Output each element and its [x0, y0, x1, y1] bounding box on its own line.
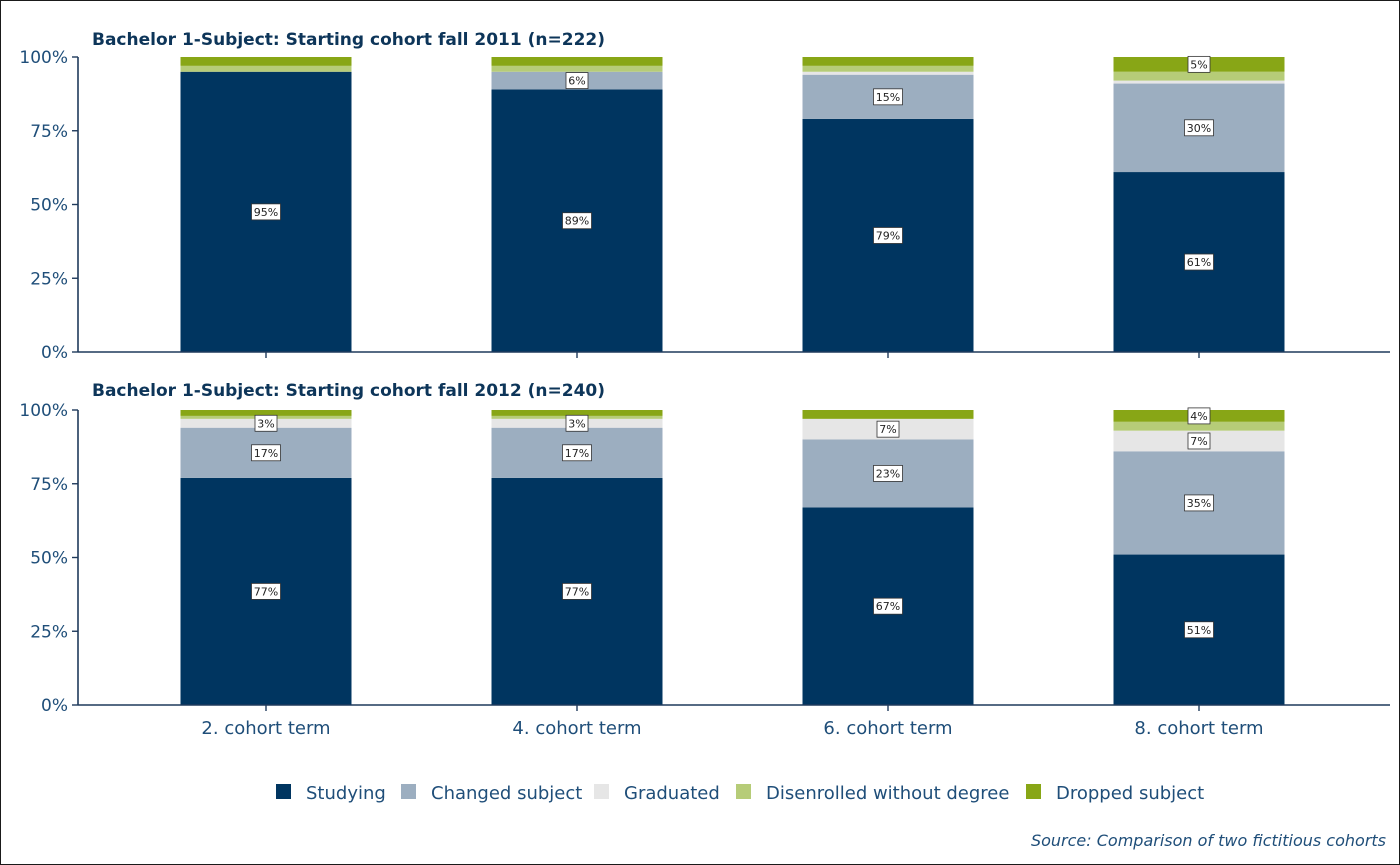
bar-segment-disenrolled-without-degree: [180, 65, 352, 72]
y-tick-label: 25%: [30, 269, 68, 289]
legend-item-dropped-subject: Dropped subject: [1026, 783, 1204, 804]
svg-text:7%: 7%: [879, 423, 896, 436]
bar-segment-dropped-subject: [491, 57, 663, 66]
data-label-studying: 89%: [562, 212, 592, 230]
bar-segment-disenrolled-without-degree: [491, 65, 663, 72]
svg-text:23%: 23%: [876, 467, 900, 480]
y-tick-label: 100%: [19, 48, 68, 68]
svg-text:3%: 3%: [568, 417, 585, 430]
legend-swatch: [276, 784, 291, 799]
data-label-changed-subject: 6%: [565, 72, 589, 89]
bar-segment-dropped-subject: [180, 57, 352, 66]
data-label-changed-subject: 30%: [1184, 119, 1214, 137]
y-tick-label: 50%: [30, 549, 68, 569]
bar-segment-disenrolled-without-degree: [802, 65, 974, 72]
data-label-dropped-subject: 4%: [1187, 407, 1211, 425]
bar-segment-disenrolled-without-degree: [1113, 421, 1285, 431]
bar-segment-dropped-subject: [491, 410, 663, 416]
panel-title: Bachelor 1-Subject: Starting cohort fall…: [92, 381, 605, 401]
svg-text:4%: 4%: [1190, 410, 1207, 423]
data-label-graduated: 3%: [565, 414, 589, 432]
svg-text:51%: 51%: [1187, 624, 1211, 637]
bar-segment-graduated: [1113, 80, 1285, 84]
y-tick-label: 0%: [41, 343, 68, 363]
svg-text:77%: 77%: [254, 585, 278, 598]
bar-segment-graduated: [802, 71, 974, 75]
data-label-studying: 77%: [562, 583, 592, 600]
data-label-studying: 61%: [1184, 253, 1214, 271]
bar-segment-dropped-subject: [180, 410, 352, 416]
svg-text:3%: 3%: [257, 417, 274, 430]
chart-panel-1: Bachelor 1-Subject: Starting cohort fall…: [19, 30, 1390, 363]
y-tick-label: 75%: [30, 122, 68, 142]
y-tick-label: 25%: [30, 622, 68, 642]
svg-text:15%: 15%: [876, 91, 900, 104]
svg-text:89%: 89%: [565, 215, 589, 228]
data-label-studying: 51%: [1184, 621, 1214, 639]
x-tick-label: 4. cohort term: [512, 718, 641, 739]
svg-text:5%: 5%: [1190, 58, 1207, 71]
legend-item-disenrolled-without-degree: Disenrolled without degree: [736, 783, 1009, 804]
svg-text:30%: 30%: [1187, 122, 1211, 135]
legend-label: Dropped subject: [1056, 783, 1204, 804]
svg-text:7%: 7%: [1190, 435, 1207, 448]
legend-swatch: [401, 784, 416, 799]
bar-segment-dropped-subject: [802, 410, 974, 419]
legend-swatch: [594, 784, 609, 799]
legend-label: Graduated: [624, 783, 720, 804]
legend-label: Disenrolled without degree: [766, 783, 1009, 804]
source-note: Source: Comparison of two fictitious coh…: [1031, 831, 1386, 850]
data-label-graduated: 3%: [254, 414, 278, 432]
data-label-changed-subject: 15%: [873, 88, 903, 106]
y-tick-label: 50%: [30, 196, 68, 216]
data-label-graduated: 7%: [1187, 432, 1211, 450]
legend-item-studying: Studying: [276, 783, 386, 804]
svg-text:35%: 35%: [1187, 497, 1211, 510]
legend-label: Changed subject: [431, 783, 582, 804]
svg-text:67%: 67%: [876, 600, 900, 613]
data-label-studying: 77%: [251, 583, 281, 600]
svg-text:6%: 6%: [568, 75, 585, 88]
legend-swatch: [1026, 784, 1041, 799]
x-tick-label: 2. cohort term: [201, 718, 330, 739]
data-label-studying: 67%: [873, 597, 903, 615]
panel-title: Bachelor 1-Subject: Starting cohort fall…: [92, 30, 605, 50]
svg-text:61%: 61%: [1187, 256, 1211, 269]
y-tick-label: 75%: [30, 475, 68, 495]
data-label-changed-subject: 17%: [251, 444, 281, 462]
svg-text:95%: 95%: [254, 206, 278, 219]
x-tick-label: 6. cohort term: [823, 718, 952, 739]
data-label-changed-subject: 23%: [873, 465, 903, 482]
bar-segment-disenrolled-without-degree: [1113, 71, 1285, 81]
y-tick-label: 100%: [19, 401, 68, 421]
legend: Studying Changed subject Graduated Disenrol…: [276, 783, 1204, 804]
data-label-changed-subject: 17%: [562, 444, 592, 462]
legend-swatch: [736, 784, 751, 799]
svg-text:17%: 17%: [254, 447, 278, 460]
data-label-dropped-subject: 5%: [1187, 55, 1211, 73]
data-label-changed-subject: 35%: [1184, 494, 1214, 512]
data-label-studying: 79%: [873, 227, 903, 244]
svg-text:77%: 77%: [565, 585, 589, 598]
legend-item-graduated: Graduated: [594, 783, 720, 804]
data-label-graduated: 7%: [876, 420, 900, 438]
x-tick-label: 8. cohort term: [1134, 718, 1263, 739]
y-tick-label: 0%: [41, 696, 68, 716]
chart-panel-2: Bachelor 1-Subject: Starting cohort fall…: [19, 381, 1390, 739]
legend-item-changed-subject: Changed subject: [401, 783, 582, 804]
bar-segment-dropped-subject: [802, 57, 974, 66]
svg-text:79%: 79%: [876, 229, 900, 242]
data-label-studying: 95%: [251, 203, 281, 221]
svg-text:17%: 17%: [565, 447, 589, 460]
legend-label: Studying: [306, 783, 386, 804]
